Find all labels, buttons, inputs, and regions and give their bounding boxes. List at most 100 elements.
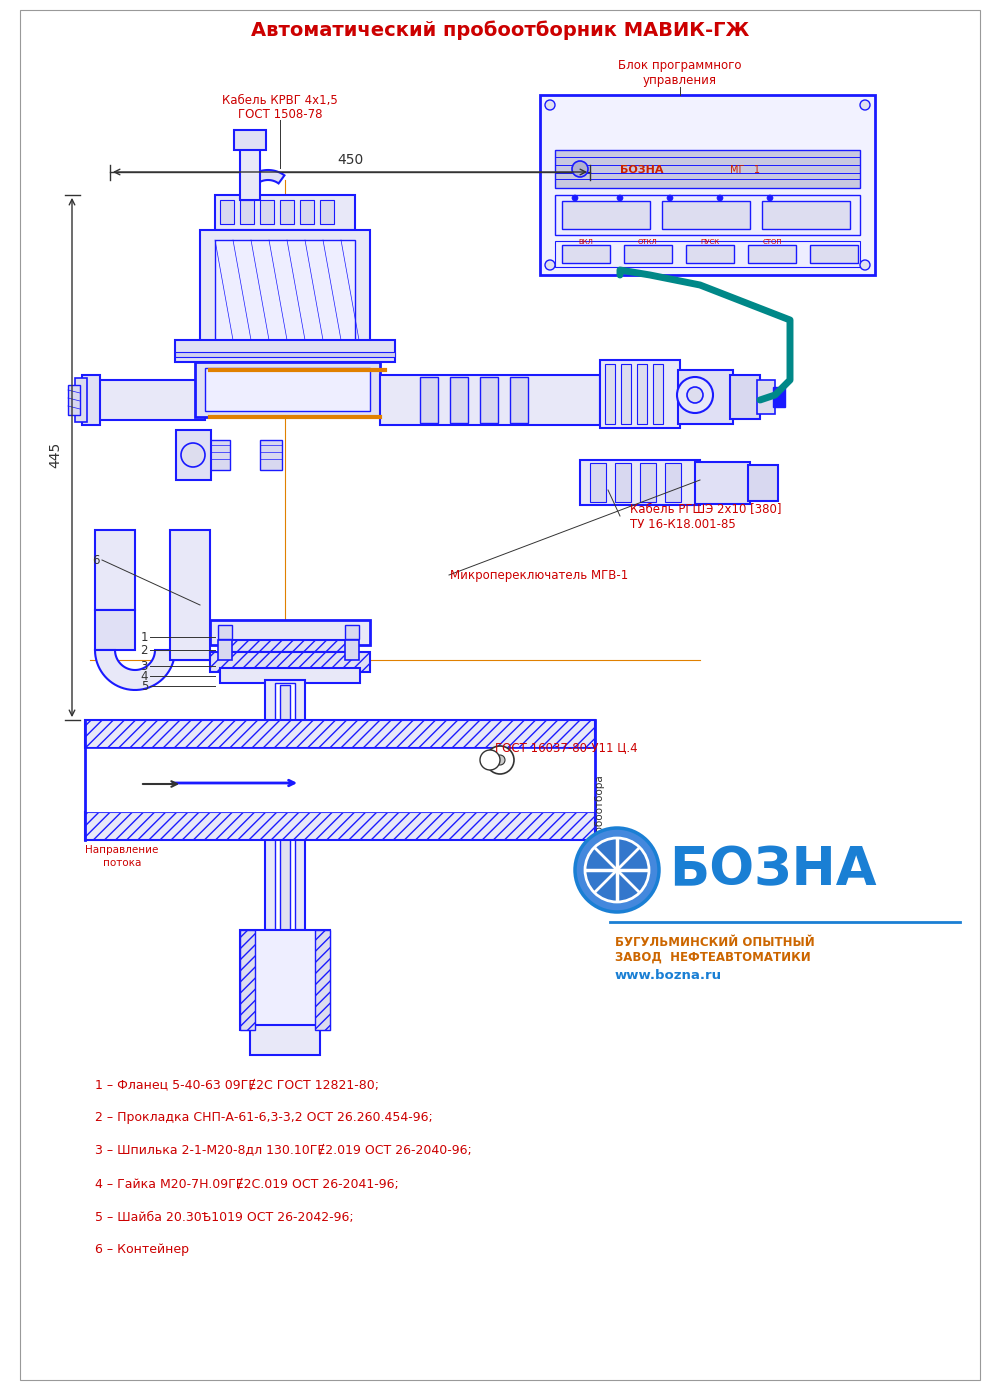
Text: МГ   1: МГ 1	[730, 165, 760, 175]
Text: 445: 445	[48, 442, 62, 468]
Bar	[345, 639, 359, 660]
Bar	[95, 610, 135, 651]
Text: ПУСК: ПУСК	[700, 239, 720, 245]
Bar	[480, 377, 498, 423]
Text: БУГУЛЬМИНСКИЙ ОПЫТНЫЙ: БУГУЛЬМИНСКИЙ ОПЫТНЫЙ	[615, 935, 815, 948]
Circle shape	[480, 751, 500, 770]
Bar	[678, 370, 733, 424]
Bar	[315, 930, 330, 1030]
Bar	[605, 364, 615, 424]
Circle shape	[860, 100, 870, 110]
Text: Автоматический пробоотборник МАВИК-ГЖ: Автоматический пробоотборник МАВИК-ГЖ	[251, 21, 749, 40]
Bar	[762, 202, 850, 229]
Text: ТУ 16-К18.001-85: ТУ 16-К18.001-85	[630, 517, 736, 531]
Bar	[176, 430, 211, 480]
Bar	[250, 1024, 320, 1055]
Bar	[95, 379, 205, 420]
Bar	[234, 131, 266, 150]
Bar	[240, 200, 254, 224]
Bar	[240, 930, 255, 1030]
Bar	[621, 364, 631, 424]
Circle shape	[486, 746, 514, 774]
Bar	[260, 441, 282, 470]
Bar	[215, 240, 355, 341]
Polygon shape	[95, 651, 175, 689]
Bar	[265, 680, 305, 930]
Bar	[320, 200, 334, 224]
Bar	[510, 377, 528, 423]
Bar	[240, 140, 260, 200]
Bar	[450, 377, 468, 423]
Circle shape	[575, 828, 659, 912]
Text: Микропереключатель МГВ-1: Микропереключатель МГВ-1	[450, 569, 628, 581]
Bar	[748, 466, 778, 500]
Bar	[85, 812, 595, 840]
Text: ЗАВОД  НЕФТЕАВТОМАТИКИ: ЗАВОД НЕФТЕАВТОМАТИКИ	[615, 951, 811, 963]
Text: 1: 1	[140, 631, 148, 644]
Bar	[275, 682, 295, 930]
Bar	[665, 463, 681, 502]
Bar	[68, 385, 80, 416]
Bar	[757, 379, 775, 414]
Text: 6: 6	[92, 553, 100, 567]
Circle shape	[667, 195, 673, 202]
Bar	[555, 195, 860, 235]
Bar	[85, 748, 595, 812]
Text: 5: 5	[141, 680, 148, 692]
Text: ГОСТ 16037-80-У11 Ц.4: ГОСТ 16037-80-У11 Ц.4	[495, 741, 638, 755]
Circle shape	[677, 377, 713, 413]
Bar	[300, 200, 314, 224]
Polygon shape	[270, 930, 300, 980]
Bar	[200, 229, 370, 350]
Bar	[195, 361, 380, 417]
Bar	[85, 720, 595, 748]
Bar	[210, 652, 370, 671]
Circle shape	[495, 755, 505, 765]
Bar	[580, 460, 700, 505]
Text: Кабель КРВГ 4х1,5: Кабель КРВГ 4х1,5	[222, 93, 338, 107]
Text: СТОП: СТОП	[762, 239, 782, 245]
Text: 4 – Гайка M20-7H.09ГɆ2С.019 ОСТ 26-2041-96;: 4 – Гайка M20-7H.09ГɆ2С.019 ОСТ 26-2041-…	[95, 1177, 399, 1190]
Text: 4: 4	[140, 670, 148, 682]
Bar	[555, 150, 860, 188]
Circle shape	[545, 260, 555, 270]
Bar	[695, 461, 750, 505]
Circle shape	[181, 443, 205, 467]
Bar	[380, 375, 600, 425]
Text: 2 – Прокладка СНП-А-61-6,3-3,2 ОСТ 26.260.454-96;: 2 – Прокладка СНП-А-61-6,3-3,2 ОСТ 26.26…	[95, 1112, 433, 1125]
Bar	[640, 463, 656, 502]
Text: потока: потока	[103, 858, 141, 867]
Text: Блок программного: Блок программного	[618, 58, 742, 71]
Circle shape	[767, 195, 773, 202]
Text: ОТКЛ: ОТКЛ	[638, 239, 658, 245]
Circle shape	[545, 100, 555, 110]
Bar	[220, 200, 234, 224]
Bar	[590, 463, 606, 502]
Circle shape	[617, 195, 623, 202]
Bar	[600, 360, 680, 428]
Bar	[773, 386, 785, 407]
Bar	[615, 463, 631, 502]
Text: Направление: Направление	[85, 845, 159, 855]
Circle shape	[572, 161, 588, 177]
Bar	[540, 95, 875, 275]
Bar	[555, 240, 860, 267]
Bar	[208, 441, 230, 470]
Bar	[215, 195, 355, 229]
Text: 1 – Фланец 5-40-63 09ГɆ2С ГОСТ 12821-80;: 1 – Фланец 5-40-63 09ГɆ2С ГОСТ 12821-80;	[95, 1079, 379, 1091]
Bar	[637, 364, 647, 424]
Bar	[75, 378, 87, 423]
Bar	[175, 341, 395, 361]
Bar	[345, 626, 359, 639]
Circle shape	[717, 195, 723, 202]
Text: 3 – Шпилька 2-1-M20-8дл 130.10ГɆ2.019 ОСТ 26-2040-96;: 3 – Шпилька 2-1-M20-8дл 130.10ГɆ2.019 ОС…	[95, 1144, 472, 1158]
Bar	[730, 375, 760, 418]
Bar	[686, 245, 734, 263]
Text: управления: управления	[643, 74, 717, 86]
Bar	[205, 368, 370, 411]
Bar	[210, 620, 370, 645]
Bar	[220, 669, 360, 682]
Circle shape	[585, 838, 649, 902]
Bar	[95, 530, 135, 610]
Bar	[240, 930, 330, 1030]
